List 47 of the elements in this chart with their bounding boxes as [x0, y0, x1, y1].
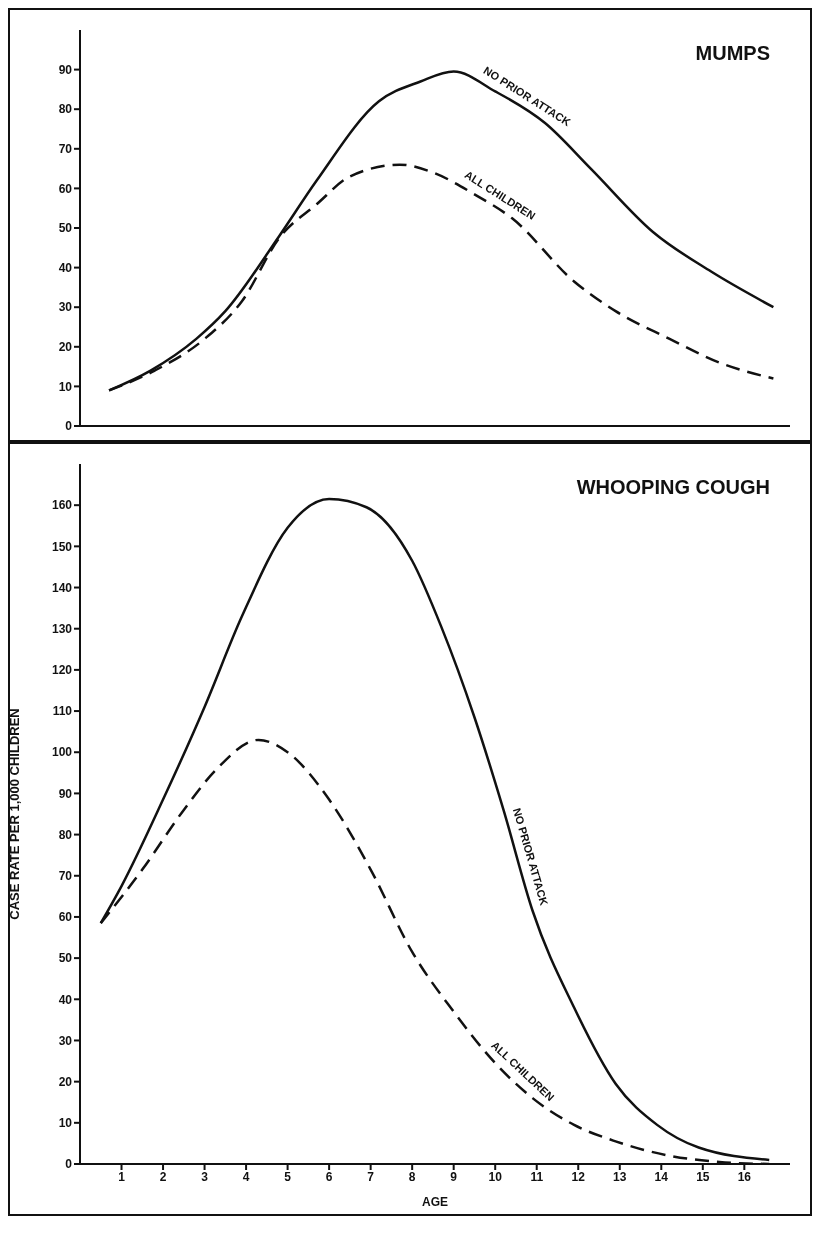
x-tick-label: 1 [118, 1169, 126, 1184]
y-tick-label: 150 [51, 539, 73, 554]
y-tick-label: 40 [58, 992, 73, 1007]
y-tick-label: 30 [58, 1033, 73, 1048]
y-tick-label: 50 [58, 221, 73, 236]
x-tick-label: 10 [488, 1169, 503, 1184]
y-tick-label: 100 [51, 745, 73, 760]
y-tick-label: 70 [58, 869, 73, 884]
x-tick-label: 6 [325, 1169, 333, 1184]
y-tick-label: 0 [65, 1157, 73, 1172]
y-tick-label: 140 [51, 580, 73, 595]
y-tick-label: 40 [58, 260, 73, 275]
x-tick-label: 3 [201, 1169, 209, 1184]
y-tick-label: 0 [65, 419, 73, 434]
y-tick-label: 10 [58, 379, 73, 394]
y-tick-label: 10 [58, 1116, 73, 1131]
x-tick-label: 11 [530, 1169, 544, 1184]
y-tick-label: 90 [58, 786, 73, 801]
x-axis-title: AGE [421, 1195, 449, 1209]
x-tick-label: 15 [696, 1169, 710, 1184]
x-tick-label: 16 [737, 1169, 752, 1184]
y-axis-title: CASE RATE PER 1,000 CHILDREN [6, 708, 22, 920]
text: MUMPS [695, 42, 770, 64]
y-tick-label: 20 [58, 340, 73, 355]
y-tick-label: 90 [58, 62, 73, 77]
y-tick-label: 20 [58, 1074, 73, 1089]
y-tick-label: 130 [51, 621, 73, 636]
y-tick-label: 110 [52, 704, 73, 719]
x-tick-label: 8 [408, 1169, 416, 1184]
x-tick-label: 5 [284, 1169, 292, 1184]
x-tick-label: 2 [159, 1169, 167, 1184]
y-tick-label: 30 [58, 300, 73, 315]
y-tick-label: 50 [58, 951, 73, 966]
y-tick-label: 60 [58, 181, 73, 196]
text: WHOOPING COUGH [576, 476, 770, 498]
x-tick-label: 12 [571, 1169, 586, 1184]
y-tick-label: 160 [51, 498, 73, 513]
x-tick-label: 14 [654, 1169, 669, 1184]
y-tick-label: 80 [58, 102, 73, 117]
x-tick-label: 4 [242, 1169, 250, 1184]
x-tick-label: 13 [613, 1169, 627, 1184]
y-tick-label: 120 [51, 663, 73, 678]
x-tick-label: 9 [450, 1169, 458, 1184]
y-tick-label: 60 [58, 910, 73, 925]
y-tick-label: 70 [58, 142, 73, 157]
x-tick-label: 7 [367, 1169, 375, 1184]
y-tick-label: 80 [58, 827, 73, 842]
